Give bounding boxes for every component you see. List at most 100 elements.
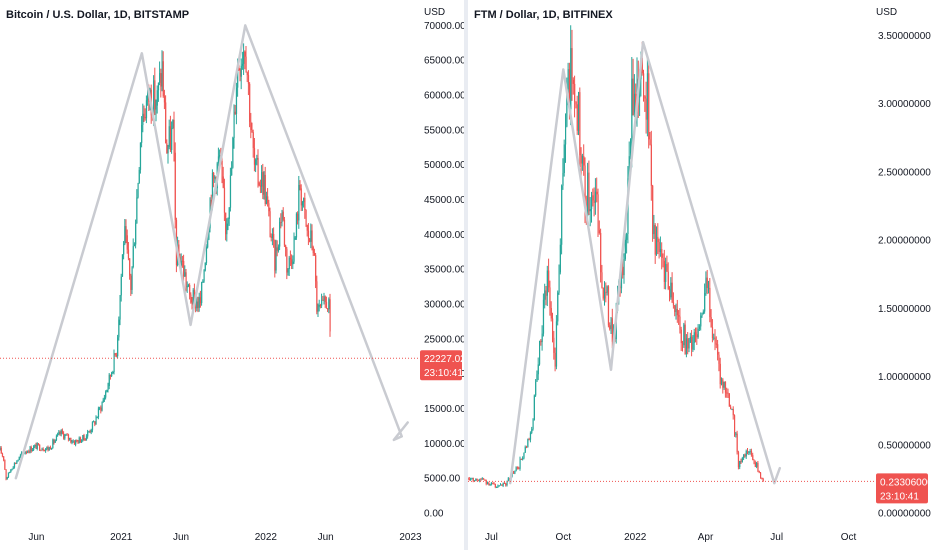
ftm-candle-body [475,478,477,481]
ftm-candle-body [552,318,554,338]
ftm-candle-body [689,336,691,343]
btc-candle-body [145,100,148,119]
btc-candle-body [93,421,95,423]
btc-candle-body [319,304,322,306]
ftm-candle-body [646,73,649,120]
btc-candle-body [4,459,6,470]
btc-candle-body [201,282,203,304]
btc-candle-body [160,73,162,87]
btc-candle-body [88,431,90,433]
btc-candle-body [275,247,277,271]
ftm-candle-body [472,477,474,482]
ftm-candle-body [628,156,630,179]
ftm-candle-body [688,342,690,349]
btc-candle-body [107,386,109,390]
btc-candle-body [211,172,214,207]
btc-candle-body [325,302,328,309]
btc-candle-body [29,447,31,453]
ftm-candle-body [749,450,751,452]
btc-candle-body [66,434,68,436]
btc-candle-body [58,432,60,435]
btc-candle-body [205,247,208,263]
btc-candle-body [82,435,84,441]
btc-candle-body [31,449,34,452]
btc-y-tick-label: 55000.00 [424,125,464,136]
btc-candle-body [123,244,125,255]
btc-candle-body [48,447,50,451]
btc-axis-unit: USD [424,7,446,18]
ftm-candle-body [696,334,698,338]
btc-chart-panel[interactable]: 0.005000.0010000.0015000.0020000.0025000… [0,0,464,550]
ftm-candle-body [596,191,598,195]
btc-x-tick-label: Jun [173,532,189,543]
ftm-candle-body [513,472,515,474]
btc-candle-body [144,117,146,119]
ftm-candle-body [580,155,582,164]
ftm-candle-body [498,485,500,487]
ftm-candle-body [600,232,602,273]
btc-candle-body [90,430,92,433]
btc-candle-body [281,211,283,223]
btc-candle-body [12,467,14,469]
ftm-candle-body [717,344,719,355]
btc-candle-body [43,450,46,452]
btc-candle-body [323,296,325,300]
btc-candle-body [307,230,310,239]
ftm-candle-body [598,230,600,233]
ftm-candle-body [730,406,732,410]
ftm-candle-body [702,311,704,315]
btc-candle-body [35,444,37,449]
btc-candle-body [277,246,280,251]
ftm-chart-canvas[interactable]: 0.00000000 0.50000000 1.00000000 1.50000000… [468,0,932,550]
btc-x-tick-label: Jun [318,532,334,543]
btc-candle-body [239,69,241,77]
ftm-candle-body [680,329,682,344]
btc-candle-body [97,408,100,418]
btc-candle-body [306,225,308,231]
btc-candle-body [298,184,300,221]
ftm-chart-panel[interactable]: 0.00000000 0.50000000 1.00000000 1.50000000… [468,0,932,550]
btc-candle-body [27,451,29,453]
btc-candle-body [75,440,77,445]
ftm-candle-body [683,324,685,346]
btc-y-tick-label: 45000.00 [424,195,464,206]
ftm-candle-body [752,455,754,461]
btc-y-tick-label: 15000.00 [424,404,464,415]
ftm-candle-body [503,482,506,484]
btc-candle-body [168,126,170,147]
btc-candle-body [322,299,324,301]
btc-candle-body [208,228,210,240]
btc-candle-body [267,196,269,204]
ftm-candle-body [687,338,689,349]
ftm-candle-body [546,270,548,296]
btc-y-tick-label: 30000.00 [424,300,464,311]
panel-divider[interactable] [464,0,468,550]
btc-candle-body [45,448,47,452]
btc-candle-body [142,113,144,126]
ftm-candle-body [728,393,730,407]
ftm-candle-body [713,337,715,339]
btc-candle-body [261,172,263,187]
ftm-price-tag-value: 0.23306000 [880,477,932,488]
btc-candle-body [257,157,259,183]
ftm-candle-body [506,481,508,486]
ftm-candle-body [535,381,537,396]
btc-chart-canvas[interactable]: 0.005000.0010000.0015000.0020000.0025000… [0,0,464,550]
btc-candle-body [40,450,42,452]
ftm-candle-body [705,277,707,293]
ftm-candle-body [748,451,750,453]
btc-y-tick-label: 5000.00 [424,474,461,485]
btc-candle-body [222,176,224,188]
btc-candle-body [99,407,101,409]
btc-candle-body [262,172,264,195]
btc-y-tick-label: 10000.00 [424,439,464,450]
btc-candle-body [293,239,295,262]
btc-y-tick-label: 60000.00 [424,91,464,102]
ftm-candle-body [633,93,636,116]
btc-candle-body [111,372,113,377]
ftm-candle-body [665,264,667,282]
btc-x-tick-label: 2022 [255,532,278,543]
btc-candle-body [255,159,257,165]
ftm-candle-body [753,460,755,463]
ftm-candle-body [654,225,656,255]
